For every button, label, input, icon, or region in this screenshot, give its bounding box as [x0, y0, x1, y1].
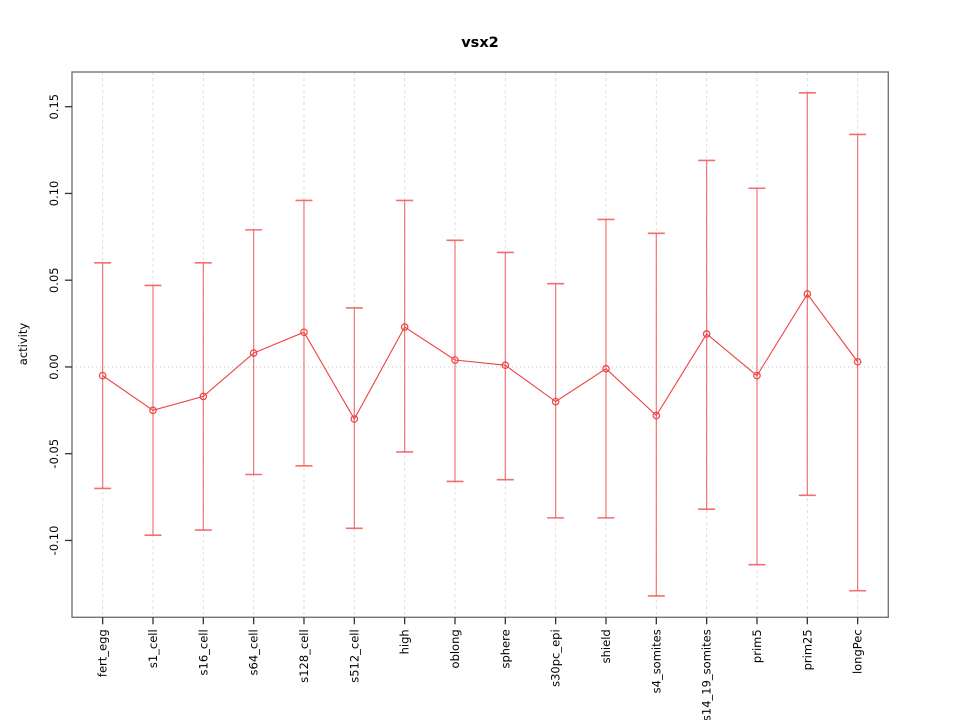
data-point — [300, 328, 308, 337]
y-tick-label: 0.00 — [47, 354, 61, 380]
x-tick-label: s128_cell — [297, 629, 311, 682]
x-tick-label: s30pc_epi — [549, 629, 563, 687]
x-tick-label: s16_cell — [196, 629, 210, 675]
x-tick-label: s64_cell — [247, 629, 261, 675]
plot-area: 0.15 0.10 0.05 0.00 -0.05 -0.10 fert_egg s1_cel… — [47, 71, 889, 720]
data-point — [702, 330, 711, 338]
data-point — [98, 371, 107, 380]
y-tick-label: 0.15 — [47, 94, 61, 120]
data-point — [149, 406, 157, 415]
x-tick-label: s1_cell — [146, 629, 160, 668]
data-point — [803, 290, 812, 298]
series-line — [102, 293, 859, 421]
x-tick-label: high — [398, 629, 412, 654]
x-tick-label: fert_egg — [96, 629, 110, 677]
y-tick-label: 0.10 — [47, 181, 61, 207]
x-tick-label: s14_19_somites — [700, 629, 714, 720]
x-tick-label: prim25 — [800, 629, 814, 670]
x-tick-label: s512_cell — [347, 629, 361, 682]
data-point — [199, 392, 208, 401]
y-tick-label: -0.10 — [47, 526, 61, 556]
data-point — [753, 371, 761, 380]
data-point — [853, 357, 862, 366]
y-axis-label: activity — [16, 323, 30, 366]
data-point — [400, 323, 409, 331]
data-point — [350, 415, 359, 423]
x-tick-label: s4_somites — [649, 629, 663, 693]
x-tick-label: shield — [599, 629, 613, 663]
x-tick-label: sphere — [498, 629, 512, 668]
y-tick-label: -0.05 — [47, 439, 61, 469]
data-point — [451, 356, 459, 364]
plot-frame — [71, 71, 889, 618]
x-tick-label: longPec — [851, 629, 865, 674]
x-tick-label: prim5 — [750, 629, 764, 663]
data-point — [551, 397, 560, 406]
y-tick-label: 0.05 — [47, 267, 61, 293]
data-point — [249, 349, 258, 357]
data-point — [652, 411, 661, 420]
chart-title: vsx2 — [461, 35, 499, 51]
x-tick-label: oblong — [448, 629, 462, 668]
data-point — [501, 361, 510, 370]
data-point — [602, 364, 610, 373]
